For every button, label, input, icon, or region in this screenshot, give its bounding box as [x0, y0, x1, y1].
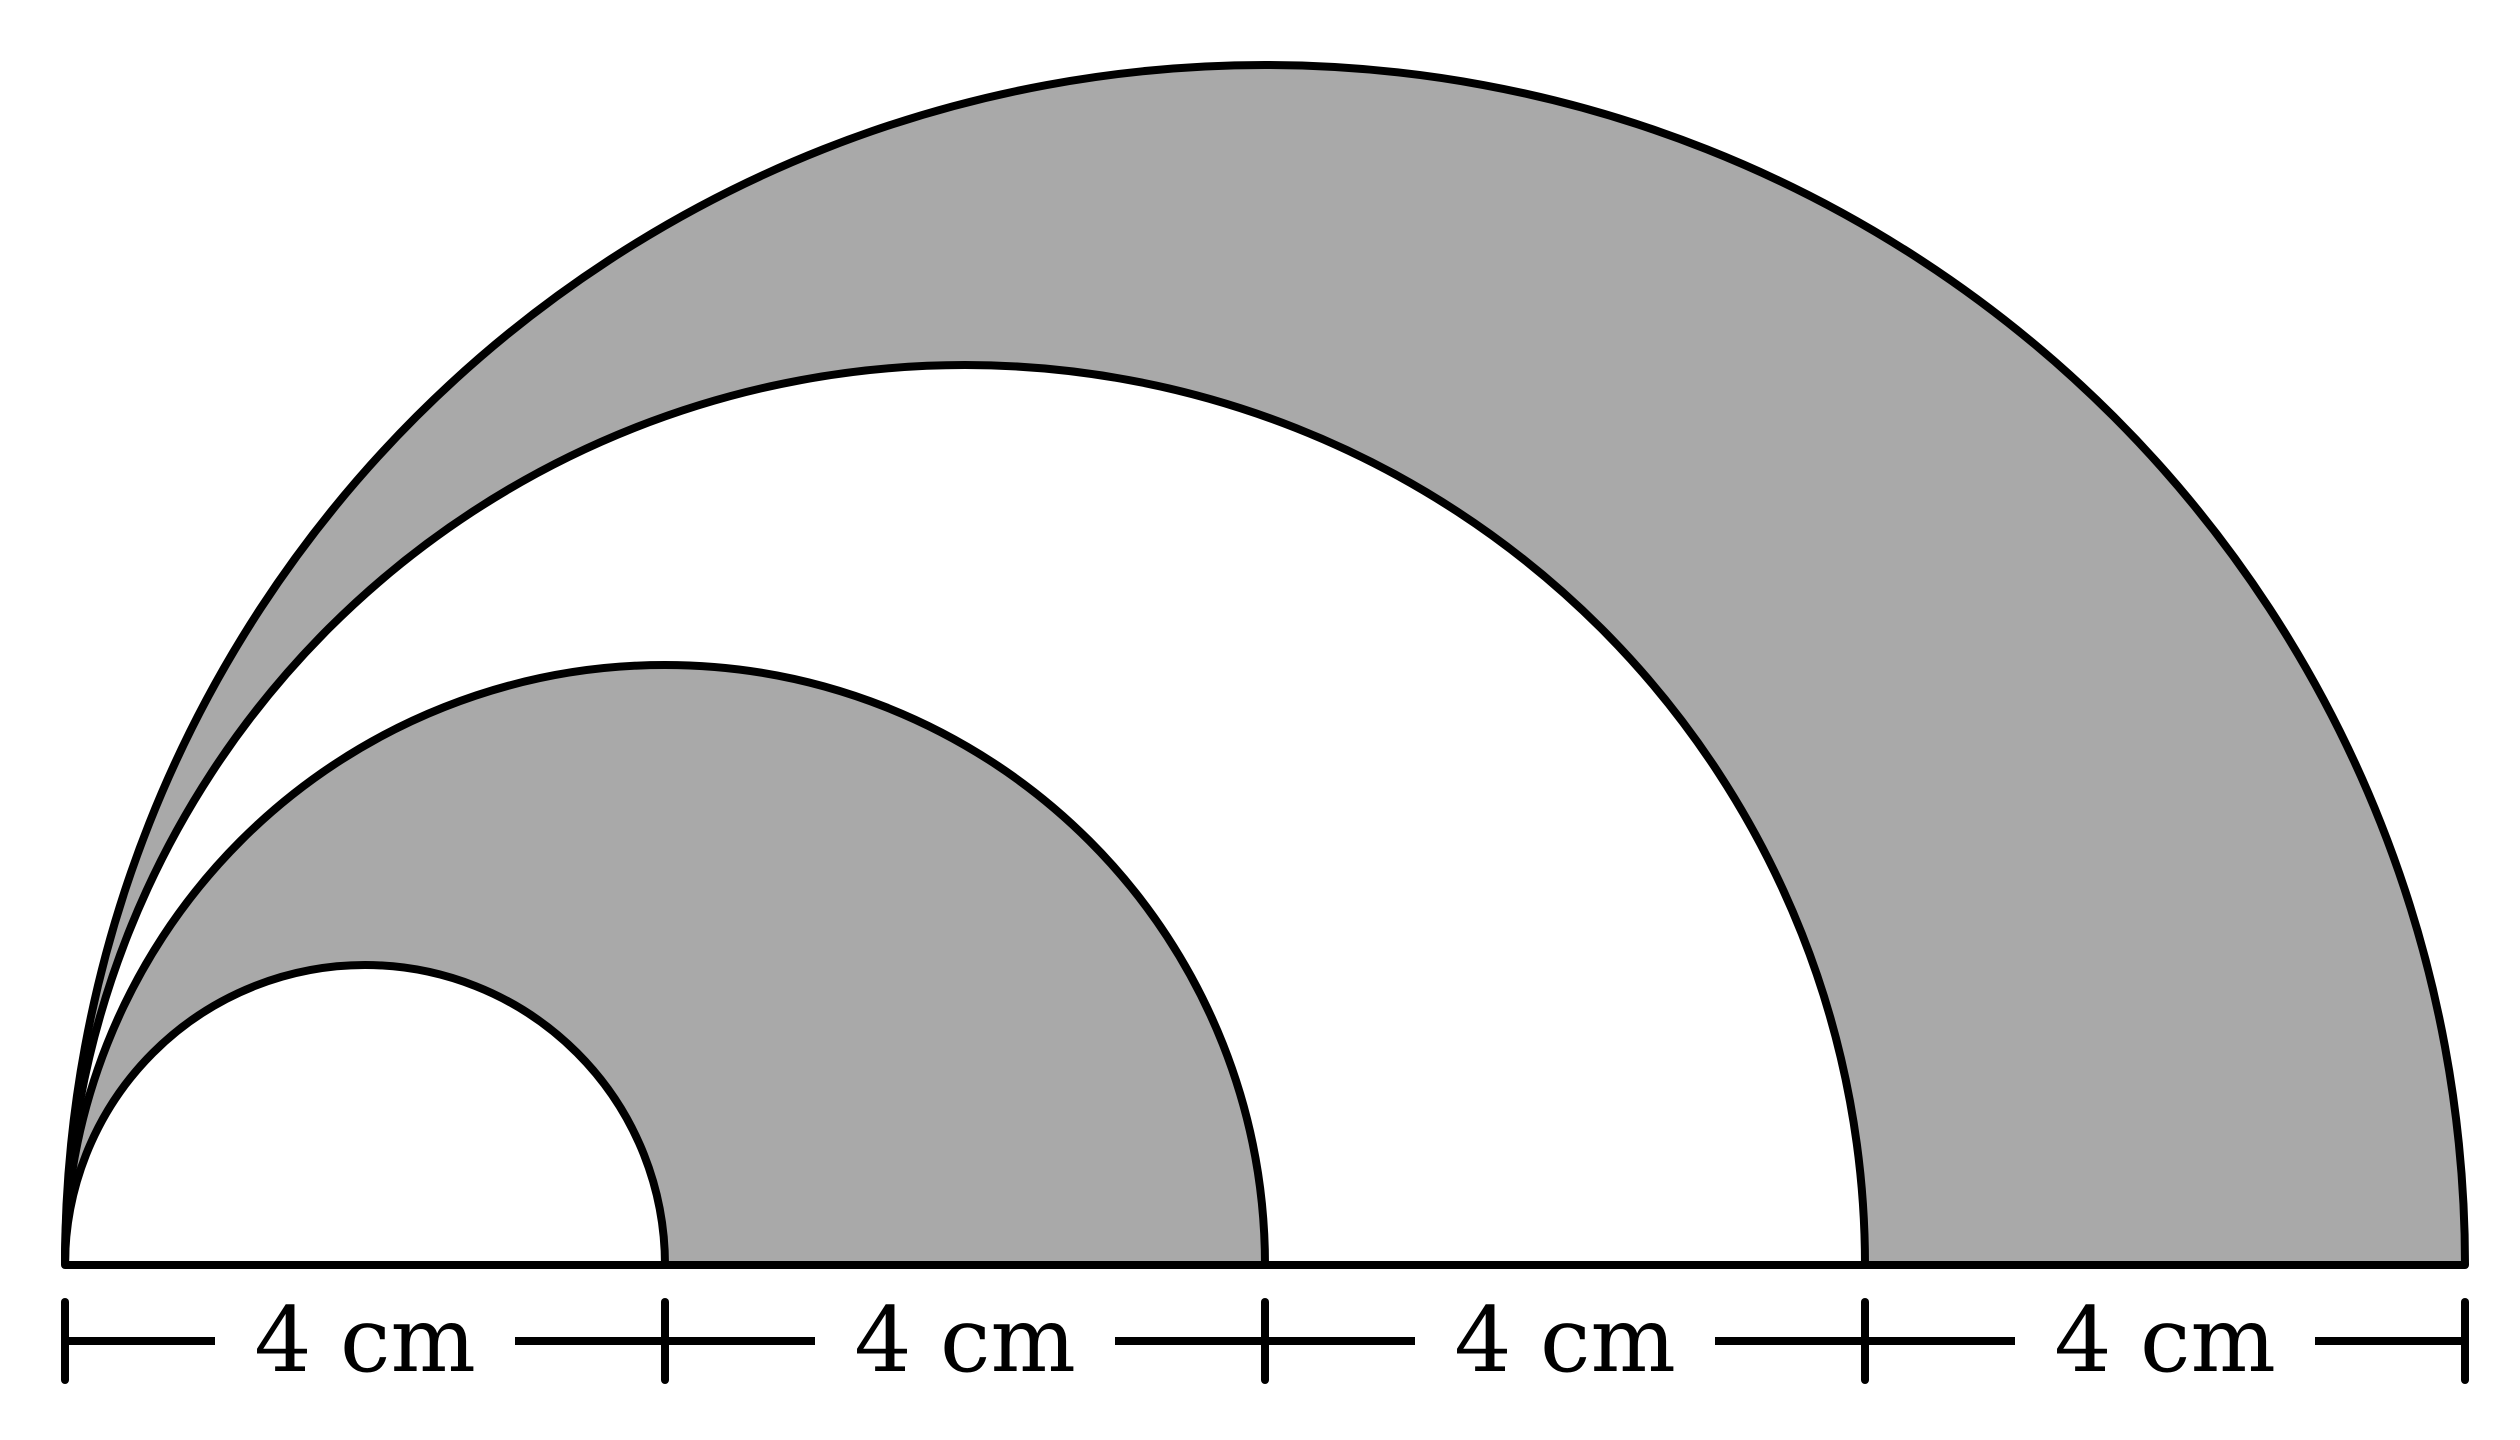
dimension-label-1: 4 cm [254, 1288, 476, 1393]
semicircle-12cm [61, 361, 1869, 1266]
inner-shaded-band [65, 665, 1265, 1265]
outer-shaded-band [65, 65, 2465, 1265]
semicircle-4cm [61, 961, 669, 1266]
dimension-label-3: 4 cm [1454, 1288, 1676, 1393]
dimension-label-2: 4 cm [854, 1288, 1076, 1393]
dimension-label-4: 4 cm [2054, 1288, 2276, 1393]
semicircle-8cm [61, 661, 1269, 1266]
semicircle-16cm [61, 61, 2469, 1266]
